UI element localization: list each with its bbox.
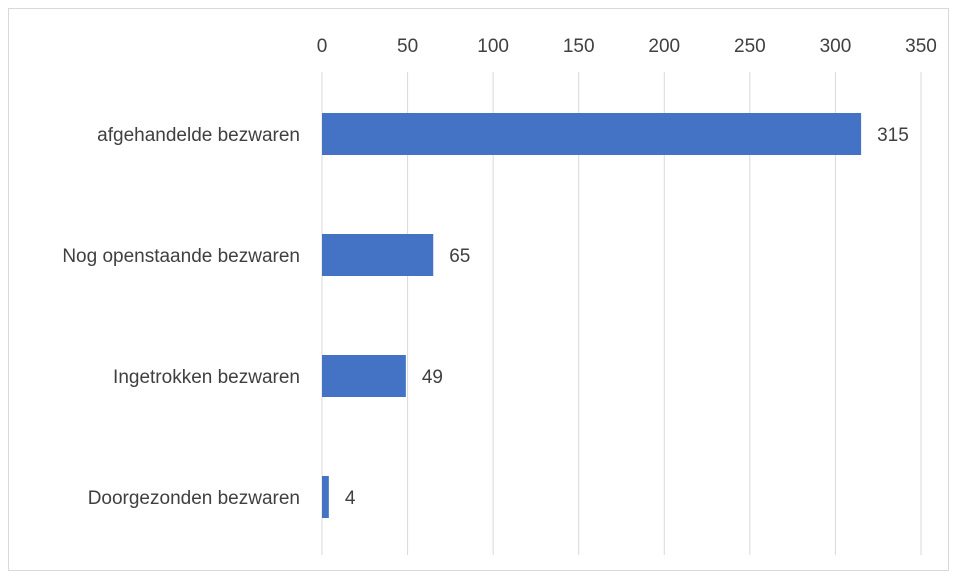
data-label: 4 xyxy=(345,488,356,509)
x-tick-label: 150 xyxy=(563,36,595,57)
data-labels: 315 65 49 4 xyxy=(345,125,909,509)
category-label: Nog openstaande bezwaren xyxy=(62,246,300,267)
chart-frame xyxy=(8,8,949,571)
x-tick-label: 350 xyxy=(905,36,937,57)
x-tick-label: 0 xyxy=(317,36,328,57)
bar xyxy=(322,234,434,276)
bar xyxy=(322,355,406,397)
bar xyxy=(322,113,862,155)
category-labels: afgehandelde bezwaren Nog openstaande bez… xyxy=(62,125,300,509)
bars xyxy=(322,113,862,518)
category-label: Doorgezonden bezwaren xyxy=(88,488,300,509)
category-label: afgehandelde bezwaren xyxy=(97,125,300,146)
x-tick-label: 300 xyxy=(820,36,852,57)
x-tick-label: 100 xyxy=(477,36,509,57)
x-tick-label: 250 xyxy=(734,36,766,57)
bar xyxy=(322,476,329,518)
data-label: 315 xyxy=(877,125,909,146)
x-tick-label: 200 xyxy=(648,36,680,57)
data-label: 65 xyxy=(449,246,470,267)
category-label: Ingetrokken bezwaren xyxy=(113,367,300,388)
x-tick-label: 50 xyxy=(397,36,418,57)
data-label: 49 xyxy=(422,367,443,388)
x-axis-tick-labels: 0 50 100 150 200 250 300 350 xyxy=(317,36,937,57)
